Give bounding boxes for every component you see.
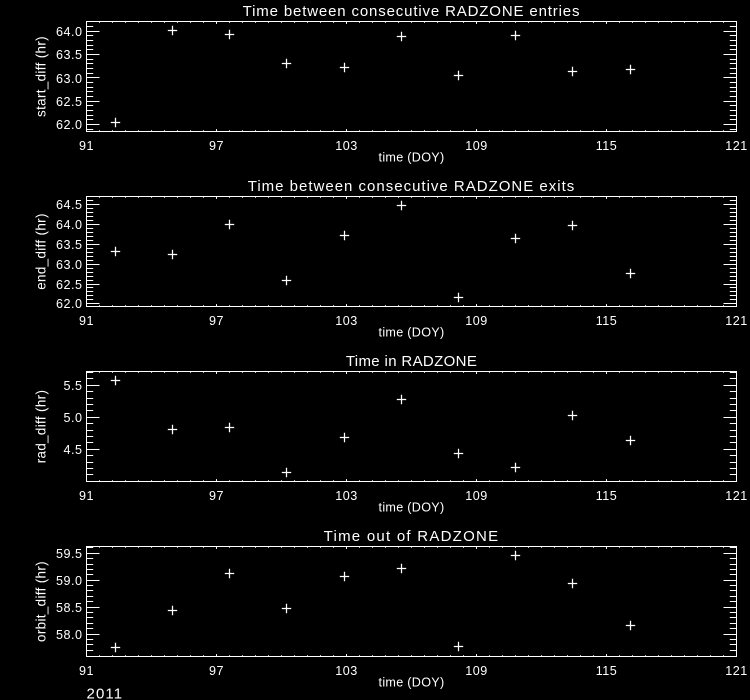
svg-text:97: 97 [209, 664, 224, 678]
svg-text:121: 121 [725, 664, 748, 678]
svg-text:62.5: 62.5 [56, 278, 83, 292]
svg-text:5.0: 5.0 [63, 411, 82, 425]
svg-text:63.0: 63.0 [56, 258, 83, 272]
svg-text:103: 103 [335, 314, 358, 328]
svg-text:63.5: 63.5 [56, 238, 83, 252]
svg-text:5.5: 5.5 [63, 379, 82, 393]
svg-text:97: 97 [209, 314, 224, 328]
svg-text:63.0: 63.0 [56, 72, 83, 86]
svg-text:orbit_diff (hr): orbit_diff (hr) [34, 561, 49, 642]
svg-text:103: 103 [335, 489, 358, 503]
svg-text:121: 121 [725, 314, 748, 328]
svg-text:115: 115 [596, 664, 618, 678]
svg-text:4.5: 4.5 [63, 443, 82, 457]
svg-text:time (DOY): time (DOY) [379, 150, 445, 164]
svg-text:103: 103 [335, 664, 358, 678]
svg-text:103: 103 [335, 139, 358, 153]
svg-text:109: 109 [465, 664, 488, 678]
svg-text:58.5: 58.5 [56, 601, 83, 615]
svg-text:59.5: 59.5 [56, 547, 83, 561]
svg-text:115: 115 [596, 489, 618, 503]
svg-text:Time between consecutive RADZO: Time between consecutive RADZONE exits [248, 178, 576, 195]
svg-text:end_diff (hr): end_diff (hr) [34, 213, 49, 290]
svg-text:121: 121 [725, 489, 748, 503]
svg-text:109: 109 [465, 139, 488, 153]
svg-text:109: 109 [465, 314, 488, 328]
svg-text:97: 97 [209, 139, 224, 153]
svg-text:62.0: 62.0 [56, 297, 83, 311]
svg-text:time (DOY): time (DOY) [379, 675, 445, 689]
svg-text:64.0: 64.0 [56, 25, 83, 39]
svg-text:time (DOY): time (DOY) [379, 500, 445, 514]
svg-text:115: 115 [596, 314, 618, 328]
svg-text:2011: 2011 [87, 686, 124, 700]
svg-text:91: 91 [79, 664, 94, 678]
svg-text:Time between consecutive RADZO: Time between consecutive RADZONE entries [243, 3, 581, 20]
svg-text:58.0: 58.0 [56, 628, 83, 642]
svg-text:62.5: 62.5 [56, 95, 83, 109]
svg-text:63.5: 63.5 [56, 48, 83, 62]
svg-text:rad_diff (hr): rad_diff (hr) [34, 390, 49, 464]
svg-text:64.0: 64.0 [56, 218, 83, 232]
svg-text:Time in RADZONE: Time in RADZONE [346, 353, 477, 370]
svg-text:121: 121 [725, 139, 748, 153]
svg-text:91: 91 [79, 314, 94, 328]
svg-text:start_diff (hr): start_diff (hr) [34, 36, 49, 117]
svg-text:59.0: 59.0 [56, 574, 83, 588]
svg-text:62.0: 62.0 [56, 118, 83, 132]
svg-text:97: 97 [209, 489, 224, 503]
svg-text:115: 115 [596, 139, 618, 153]
svg-text:64.5: 64.5 [56, 198, 83, 212]
svg-text:91: 91 [79, 489, 94, 503]
svg-text:time (DOY): time (DOY) [379, 325, 445, 339]
svg-text:Time out of RADZONE: Time out of RADZONE [324, 528, 500, 545]
svg-text:109: 109 [465, 489, 488, 503]
svg-text:91: 91 [79, 139, 94, 153]
